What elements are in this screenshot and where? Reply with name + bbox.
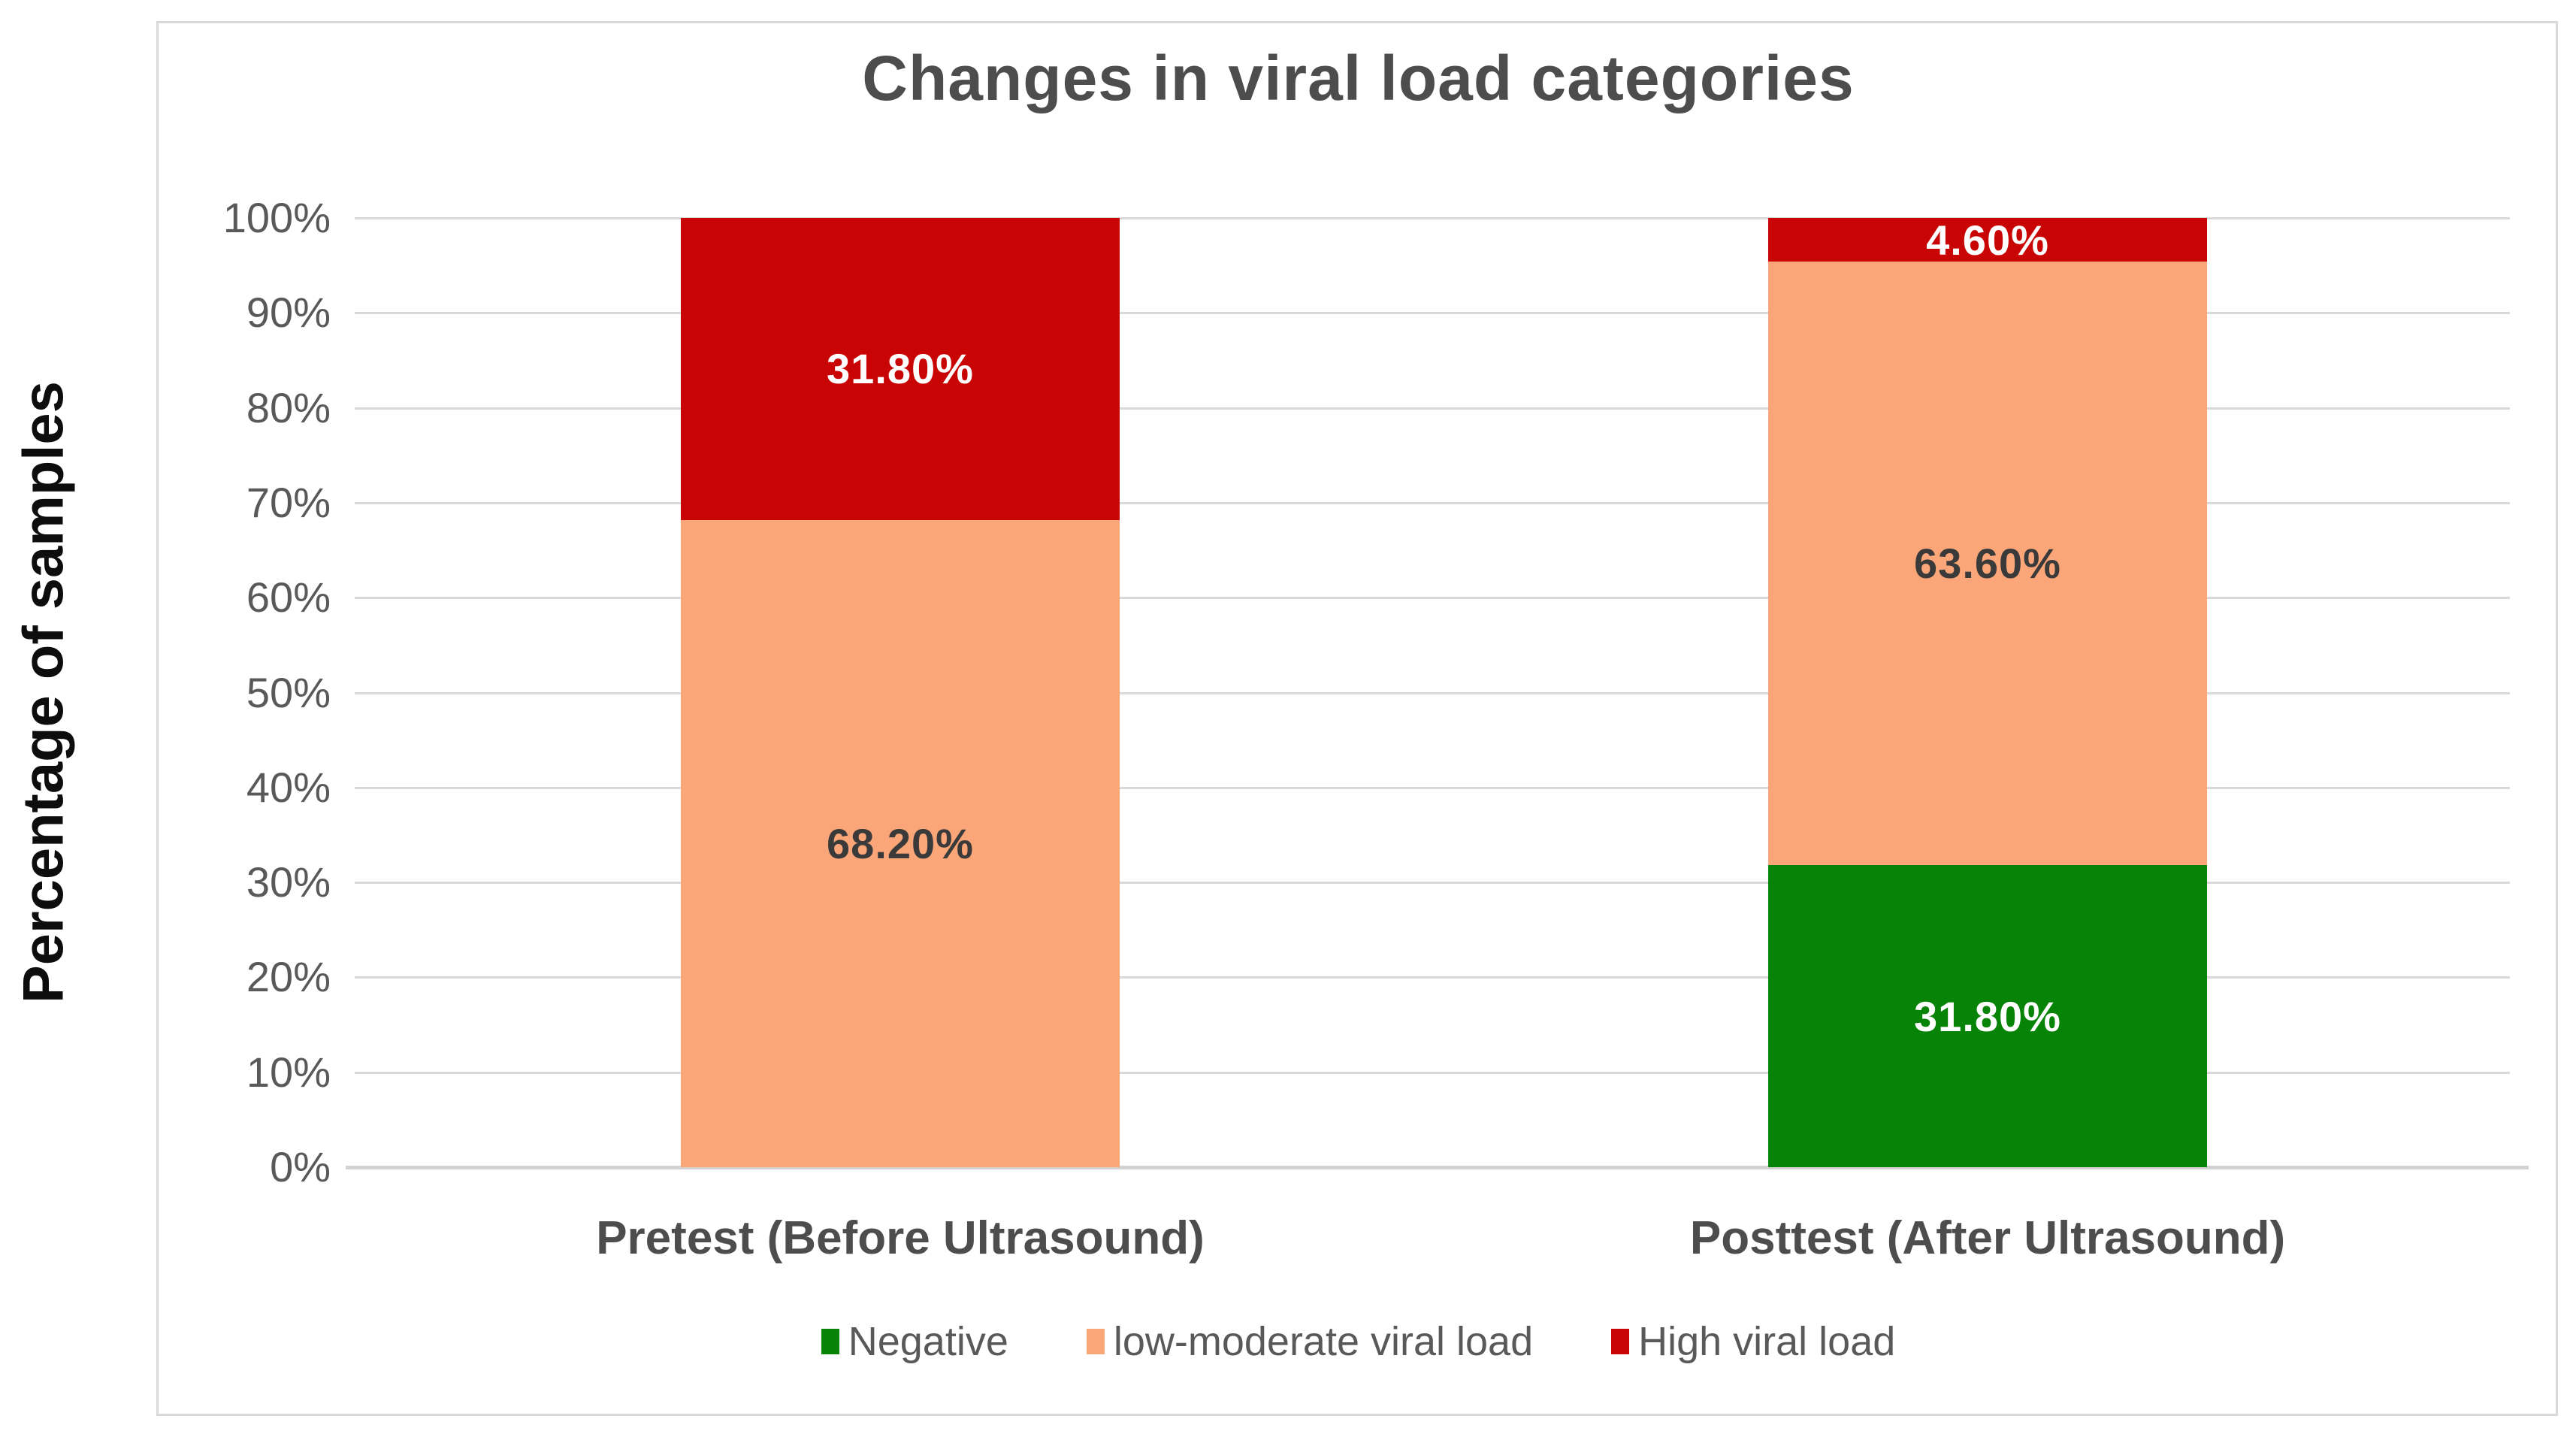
legend: Negative low-moderate viral load High vira… <box>156 1321 2560 1362</box>
gridline <box>398 976 2510 979</box>
bar-segment-high-viral-load: 31.80% <box>681 218 1120 520</box>
gridline <box>398 597 2510 600</box>
y-axis-tick-mark <box>355 407 398 410</box>
y-axis-tick-mark <box>355 976 398 979</box>
y-axis-tick-label: 90% <box>246 289 331 337</box>
y-axis-tick-mark <box>355 882 398 885</box>
y-axis-tick-mark <box>355 691 398 694</box>
y-axis-tick-label: 10% <box>246 1048 331 1096</box>
y-axis-tick-label: 60% <box>246 573 331 622</box>
y-axis-tick-label: 30% <box>246 858 331 906</box>
y-axis-tick-mark <box>355 501 398 504</box>
legend-item-low-moderate-viral-load: low-moderate viral load <box>1086 1319 1534 1364</box>
legend-label-high-viral-load: High viral load <box>1638 1319 1896 1364</box>
bar-segment-low-moderate-viral-load: 63.60% <box>1768 262 2207 866</box>
bar-segment-negative: 31.80% <box>1768 865 2207 1167</box>
y-axis-tick-mark <box>355 786 398 789</box>
x-axis-line <box>346 1166 2529 1169</box>
legend-swatch-negative <box>821 1329 839 1354</box>
legend-item-negative: Negative <box>821 1321 1008 1362</box>
gridline <box>398 786 2510 789</box>
chart-title: Changes in viral load categories <box>862 43 1855 113</box>
data-label: 31.80% <box>827 345 974 393</box>
y-axis-tick-label: 20% <box>246 953 331 1001</box>
data-label: 4.60% <box>1926 216 2049 264</box>
gridline <box>398 1071 2510 1074</box>
legend-swatch-high-viral-load <box>1611 1329 1630 1354</box>
gridline <box>398 407 2510 410</box>
y-axis-tick-label: 0% <box>270 1143 331 1190</box>
bar-segment-low-moderate-viral-load: 68.20% <box>681 519 1120 1167</box>
legend-item-high-viral-load: High viral load <box>1611 1321 1895 1362</box>
data-label: 31.80% <box>1914 992 2061 1040</box>
legend-swatch-low-moderate-viral-load <box>1086 1329 1105 1354</box>
y-axis-tick-mark <box>355 597 398 600</box>
y-axis-tick-mark <box>355 1071 398 1074</box>
gridline <box>398 217 2510 219</box>
x-category-label-pretest: Pretest (Before Ultrasound) <box>596 1212 1205 1264</box>
legend-label-low-moderate-viral-load: low-moderate viral load <box>1113 1319 1534 1364</box>
gridline <box>398 691 2510 694</box>
y-axis-tick-label: 50% <box>246 668 331 716</box>
y-axis-tick-mark <box>355 217 398 219</box>
data-label: 63.60% <box>1914 540 2061 588</box>
y-axis-tick-label: 40% <box>246 763 331 811</box>
gridline <box>398 312 2510 315</box>
y-axis-tick-label: 100% <box>222 194 331 241</box>
y-axis-tick-mark <box>355 312 398 315</box>
y-axis-tick-label: 70% <box>246 478 331 526</box>
data-label: 68.20% <box>827 819 974 867</box>
legend-label-negative: Negative <box>848 1319 1008 1364</box>
x-category-label-posttest: Posttest (After Ultrasound) <box>1689 1212 2286 1264</box>
y-axis-tick-label: 80% <box>246 383 331 431</box>
y-axis-title: Percentage of samples <box>11 381 76 1003</box>
bar-segment-high-viral-load: 4.60% <box>1768 216 2207 264</box>
gridline <box>398 501 2510 504</box>
gridline <box>398 882 2510 885</box>
